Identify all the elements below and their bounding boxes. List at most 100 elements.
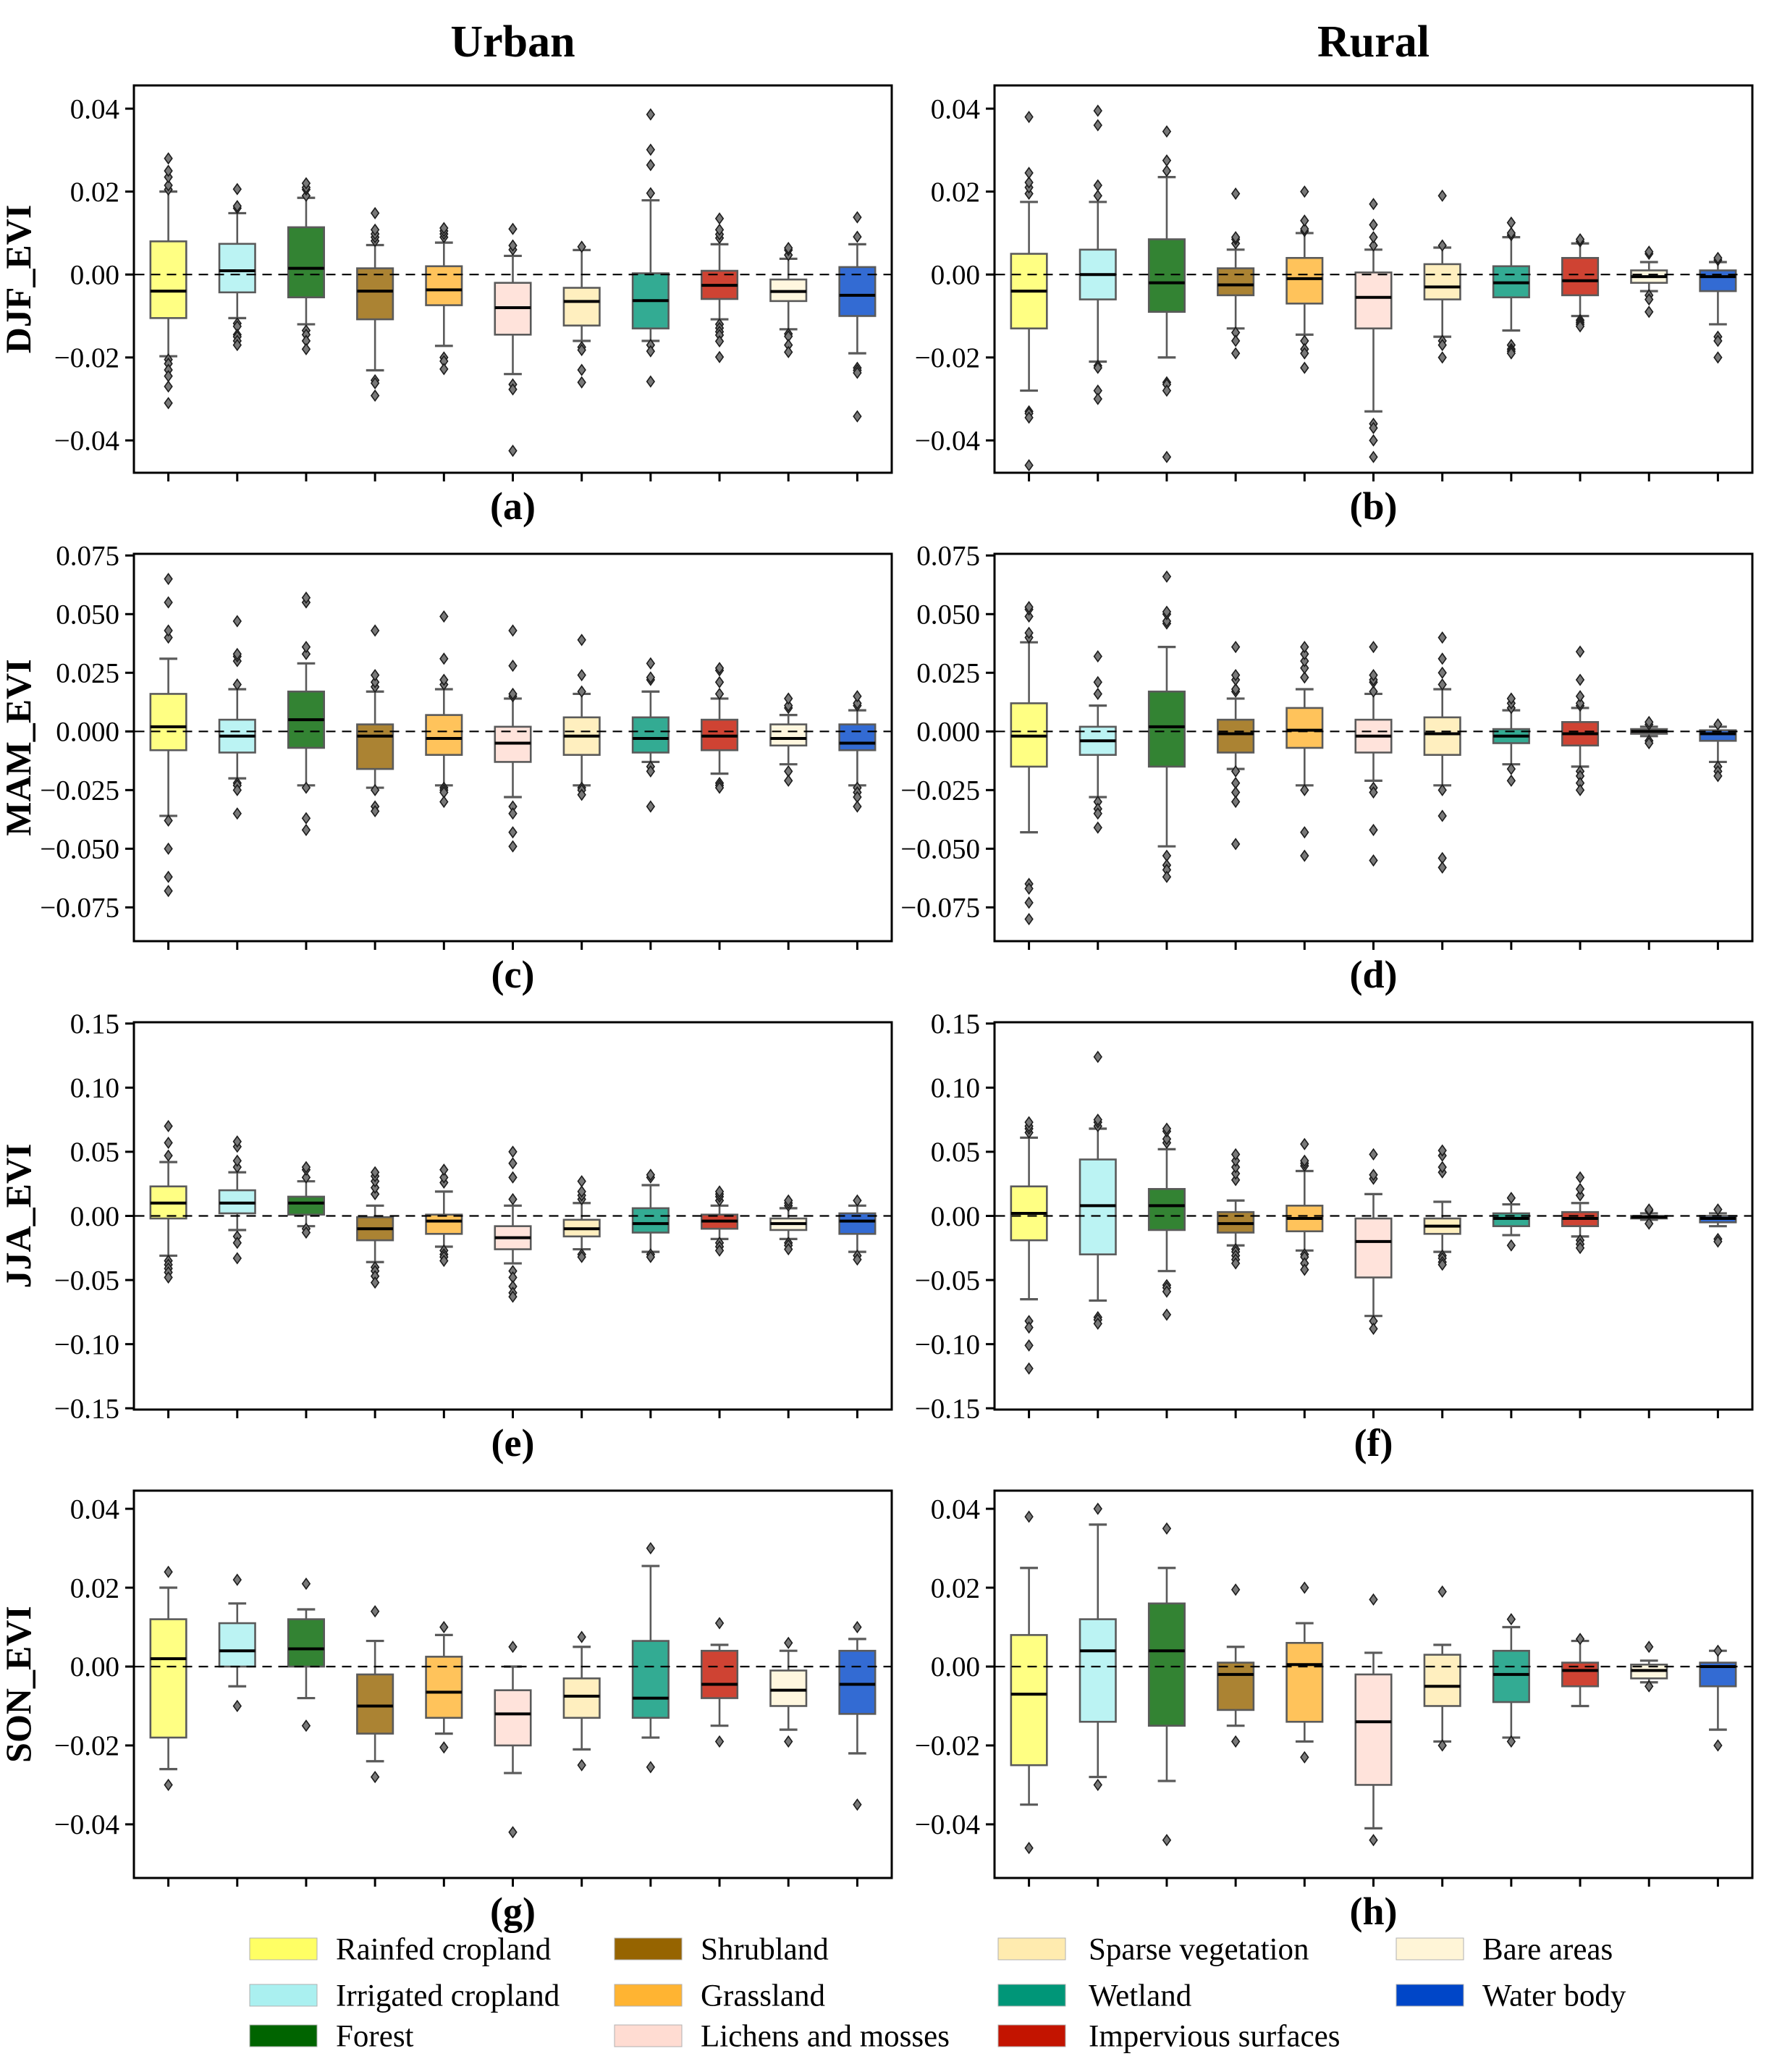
iqr-box [1354,1673,1393,1786]
outlier-marker [1645,1641,1654,1654]
outlier-marker [508,624,518,637]
outlier-marker [1645,1680,1654,1693]
outlier-marker [508,445,518,458]
legend-label-rainfed-cropland: Rainfed cropland [336,1933,551,1967]
outlier-marker [370,675,380,688]
outlier-marker [1024,600,1034,614]
outlier-marker [1369,1322,1378,1335]
iqr-box [1217,718,1255,754]
box-shrubland [1217,1583,1255,1748]
outlier-marker [1300,826,1309,839]
outlier-marker [646,375,656,388]
outlier-marker [1093,807,1102,820]
box-water-body [1699,1644,1737,1752]
iqr-box [1147,238,1186,313]
y-tick-label: 0.05 [70,1137,119,1168]
y-tick-label: −0.025 [900,775,980,807]
outlier-marker [1300,641,1309,654]
box-impervious-surfaces [1561,1171,1600,1255]
iqr-box [218,1622,256,1668]
iqr-box [562,287,601,327]
legend-item-lichens-and-mosses: Lichens and mosses [614,2020,950,2054]
outlier-marker [439,1171,449,1184]
outlier-marker [1575,645,1585,658]
box-bare-areas [769,692,808,787]
outlier-marker [1024,1321,1034,1334]
box-grassland [1285,1137,1324,1276]
outlier-marker [1024,1510,1034,1523]
outlier-marker [1369,421,1378,434]
legend-label-grassland: Grassland [701,1979,825,2013]
box-forest [1147,1122,1186,1321]
box-sparse-vegetation [562,1175,601,1263]
box-impervious-surfaces [700,212,739,363]
outlier-marker [1575,320,1585,333]
box-bare-areas [769,1194,808,1256]
outlier-marker [1369,218,1378,232]
outlier-marker [1369,198,1378,211]
outlier-marker [164,369,173,383]
outlier-marker [1230,1154,1241,1167]
box-wetland [1492,692,1530,787]
y-tick-label: −0.05 [915,1265,980,1296]
box-shrubland [356,206,394,403]
outlier-marker [1645,293,1654,306]
iqr-box [1354,1217,1393,1279]
box-bare-areas [1630,245,1668,319]
y-tick-label: −0.10 [54,1329,119,1360]
box-sparse-vegetation [562,1630,601,1772]
iqr-box [287,1618,326,1668]
box-irrigated-cropland [1078,1050,1117,1330]
outlier-marker [301,189,311,202]
iqr-box [1492,1649,1530,1703]
iqr-box [1699,269,1737,292]
outlier-marker [714,1735,725,1748]
outlier-marker [784,1735,793,1748]
outlier-marker [370,783,380,796]
box-grassland [1285,185,1324,374]
outlier-marker [439,795,449,809]
outlier-marker [1093,104,1102,117]
outlier-marker [439,1620,449,1634]
outlier-marker [164,397,173,410]
outlier-marker [1369,450,1378,463]
outlier-marker [1300,849,1309,862]
box-forest [287,1161,326,1239]
y-tick-label: −0.02 [915,1730,980,1761]
box-forest [1147,570,1186,883]
outlier-marker [1162,1122,1172,1135]
iqr-box [149,1618,187,1739]
outlier-marker [1024,896,1034,909]
outlier-marker [508,1145,518,1158]
box-sparse-vegetation [1423,1585,1461,1752]
box-grassland [425,610,463,809]
box-wetland [631,1541,670,1774]
outlier-marker [1300,654,1309,667]
outlier-marker [1645,715,1654,728]
iqr-box [769,1669,808,1707]
outlier-marker [1369,641,1378,654]
outlier-marker [784,345,793,358]
outlier-marker [164,624,173,637]
y-tick-label: 0.04 [70,93,119,125]
outlier-marker [1230,347,1241,360]
box-impervious-surfaces [1561,645,1600,796]
outlier-marker [1230,1174,1241,1187]
y-tick-label: 0.10 [931,1073,980,1104]
y-tick-label: 0.05 [931,1137,980,1168]
outlier-marker [164,152,173,165]
outlier-marker [508,1192,518,1206]
outlier-marker [1300,214,1309,227]
outlier-marker [1162,1285,1172,1298]
outlier-marker [232,1252,242,1265]
box-shrubland [1217,1147,1255,1270]
outlier-marker [1713,1739,1723,1752]
outlier-marker [1230,1583,1241,1596]
legend: Rainfed cropland Irrigated cropland Forest… [249,1933,1626,2054]
iqr-box [425,1213,463,1235]
legend-item-sparse-vegetation: Sparse vegetation [997,1933,1309,1967]
y-tick-label: −0.025 [40,775,119,807]
box-grassland [425,1620,463,1754]
outlier-marker [1575,1189,1585,1202]
legend-label-wetland: Wetland [1089,1979,1191,2013]
